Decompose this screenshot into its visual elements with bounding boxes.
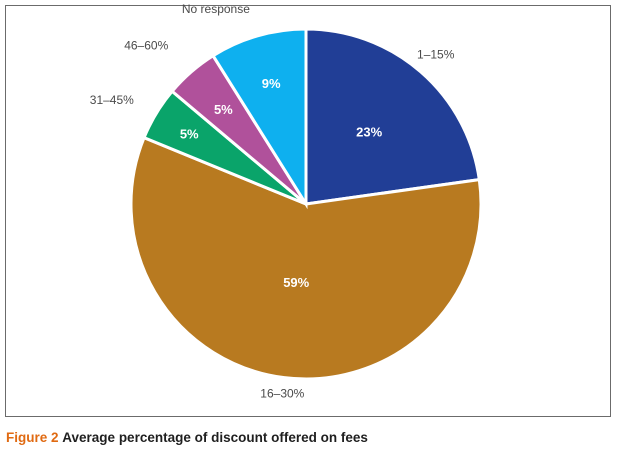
slice-category-label: 46–60% — [124, 38, 168, 52]
category-labels: 1–15% 16–30% 31–45% 46–60% No response — [90, 2, 455, 400]
figure-number: Figure 2 — [6, 430, 59, 445]
slice-percentage-label: 59% — [283, 275, 309, 290]
slice-category-label: 31–45% — [90, 93, 134, 107]
pie-slice — [129, 135, 483, 381]
figure-caption-text: Average percentage of discount offered o… — [62, 430, 368, 445]
pie-slice — [210, 27, 308, 210]
percentage-labels: 23% 59% 5% 5% 9% — [180, 76, 383, 290]
pie-slices — [129, 27, 483, 381]
slice-percentage-label: 5% — [180, 126, 199, 141]
slice-percentage-label: 5% — [214, 102, 233, 117]
slice-category-label: 1–15% — [417, 48, 455, 62]
pie-slice — [304, 27, 481, 206]
slice-percentage-label: 23% — [356, 124, 382, 139]
slice-category-label: 16–30% — [260, 386, 304, 400]
slice-percentage-label: 9% — [262, 76, 281, 91]
figure-caption: Figure 2 Average percentage of discount … — [6, 430, 368, 445]
slice-category-label: No response — [182, 2, 250, 16]
